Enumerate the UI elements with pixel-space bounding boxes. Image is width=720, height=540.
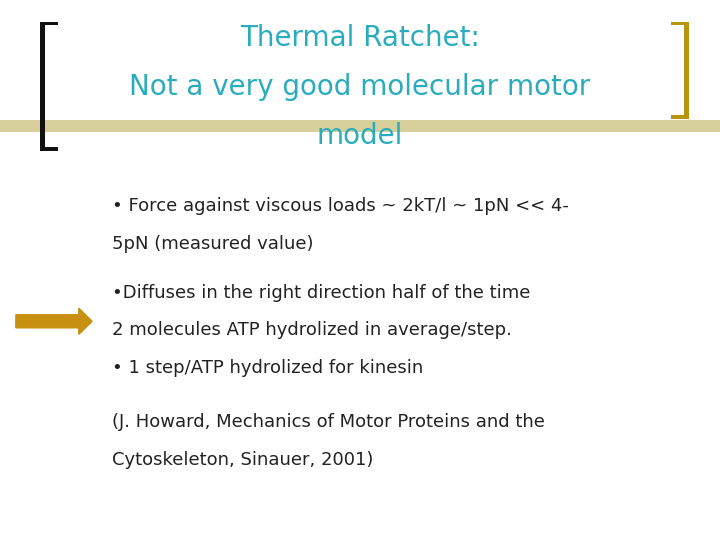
Bar (40, 22, 45, 151)
FancyArrow shape (16, 308, 92, 334)
Text: • Force against viscous loads ~ 2kT/l ~ 1pN << 4-: • Force against viscous loads ~ 2kT/l ~ … (112, 197, 569, 215)
Bar (684, 22, 689, 119)
Text: 5pN (measured value): 5pN (measured value) (112, 235, 313, 253)
Text: 2 molecules ATP hydrolized in average/step.: 2 molecules ATP hydrolized in average/st… (112, 321, 511, 339)
Bar (40, 22, 58, 25)
Text: (J. Howard, Mechanics of Motor Proteins and the: (J. Howard, Mechanics of Motor Proteins … (112, 413, 544, 431)
Text: Not a very good molecular motor: Not a very good molecular motor (130, 73, 590, 101)
Text: •Diffuses in the right direction half of the time: •Diffuses in the right direction half of… (112, 284, 530, 301)
Bar (671, 22, 689, 25)
Text: Cytoskeleton, Sinauer, 2001): Cytoskeleton, Sinauer, 2001) (112, 451, 373, 469)
Text: model: model (317, 122, 403, 150)
Bar (0, 120, 720, 132)
Text: Thermal Ratchet:: Thermal Ratchet: (240, 24, 480, 52)
Text: • 1 step/ATP hydrolized for kinesin: • 1 step/ATP hydrolized for kinesin (112, 359, 423, 377)
Bar (671, 115, 689, 119)
Bar (40, 147, 58, 151)
